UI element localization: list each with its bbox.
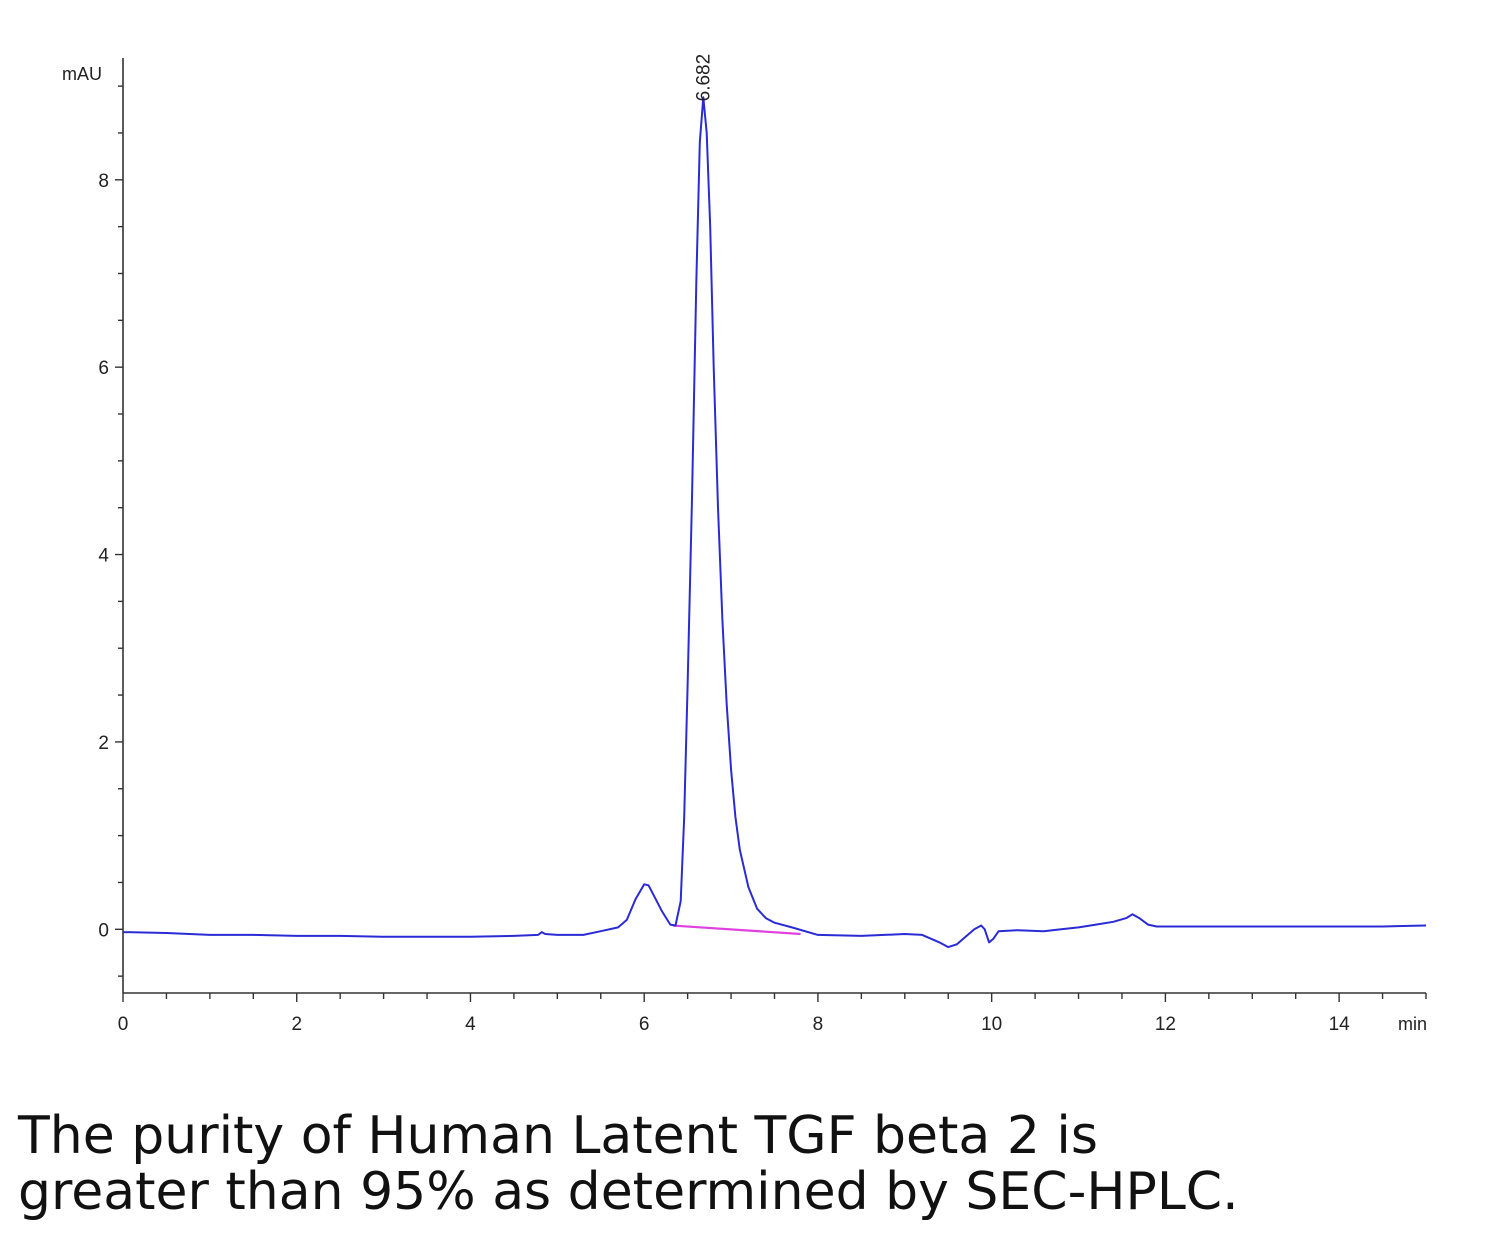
y-tick-label: 2 bbox=[98, 733, 109, 754]
x-tick-label: 8 bbox=[813, 1014, 824, 1035]
y-axis-unit-label: mAU bbox=[62, 64, 102, 84]
x-tick-label: 2 bbox=[291, 1014, 302, 1035]
y-tick-label: 6 bbox=[98, 358, 109, 379]
x-tick-label: 10 bbox=[981, 1014, 1002, 1035]
x-tick-label: 12 bbox=[1155, 1014, 1176, 1035]
chromatogram-chart: mAU 0 2 4 6 8 0 2 4 6 8 10 12 14 6.682 min bbox=[62, 54, 1427, 1035]
x-axis-unit-label: min bbox=[1398, 1014, 1427, 1034]
chromatogram-trace bbox=[122, 96, 1427, 949]
x-tick-label: 14 bbox=[1329, 1014, 1351, 1035]
x-tick-label: 4 bbox=[465, 1014, 476, 1035]
integration-baseline bbox=[672, 924, 801, 936]
axes bbox=[122, 58, 1426, 994]
x-tick-label: 6 bbox=[639, 1014, 650, 1035]
x-tick-label: 0 bbox=[118, 1014, 129, 1035]
caption: The purity of Human Latent TGF beta 2 is… bbox=[18, 1108, 1488, 1220]
y-tick-label: 8 bbox=[98, 171, 109, 192]
peak-retention-label: 6.682 bbox=[693, 54, 714, 102]
caption-line-2: greater than 95% as determined by SEC-HP… bbox=[18, 1162, 1239, 1222]
tick-marks bbox=[115, 85, 1427, 1002]
caption-line-1: The purity of Human Latent TGF beta 2 is bbox=[18, 1106, 1098, 1166]
y-tick-label: 0 bbox=[98, 920, 109, 941]
tick-labels: 0 2 4 6 8 0 2 4 6 8 10 12 14 bbox=[98, 171, 1350, 1035]
y-tick-label: 4 bbox=[98, 546, 109, 567]
